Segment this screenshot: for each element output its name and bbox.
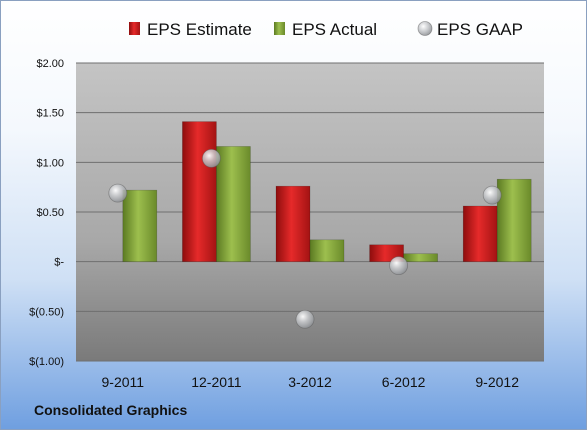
legend-label: EPS Actual: [292, 20, 377, 39]
actual-bar-9-2011: [122, 189, 158, 262]
gaap-marker-12-2011: [201, 148, 221, 168]
y-tick-label: $(1.00): [29, 356, 64, 368]
legend-estimate-swatch: [129, 22, 140, 35]
y-tick-label: $(0.50): [29, 306, 64, 318]
x-category-label: 6-2012: [382, 374, 426, 390]
actual-bar-9-2012: [496, 178, 532, 262]
gaap-marker-9-2012: [482, 185, 502, 205]
y-tick-label: $1.50: [36, 108, 64, 120]
gaap-marker-9-2011: [108, 183, 128, 203]
legend: EPS Estimate EPS Actual EPS GAAP: [129, 20, 523, 39]
estimate-bar-3-2012: [275, 185, 311, 262]
x-axis-categories: 9-2011 12-2011 3-2012 6-2012 9-2012: [102, 374, 520, 390]
legend-label: EPS GAAP: [437, 20, 523, 39]
x-category-label: 3-2012: [288, 374, 332, 390]
x-category-label: 9-2012: [475, 374, 519, 390]
x-category-label: 9-2011: [102, 374, 145, 390]
actual-bar-6-2012: [403, 253, 438, 262]
bars: [122, 121, 532, 262]
gaap-markers: [108, 148, 502, 329]
actual-bar-3-2012: [309, 239, 345, 262]
y-tick-label: $0.50: [36, 207, 64, 219]
estimate-bar-9-2012: [462, 205, 498, 262]
gaap-marker-6-2012: [389, 256, 409, 276]
x-category-label: 12-2011: [191, 374, 242, 390]
estimate-bar-12-2011: [182, 121, 217, 262]
legend-label: EPS Estimate: [147, 20, 252, 39]
actual-bar-12-2011: [216, 146, 251, 262]
y-axis-ticks: $2.00 $1.50 $1.00 $0.50 $- $(0.50) $(1.00): [29, 58, 64, 368]
y-tick-label: $1.00: [36, 157, 64, 169]
y-tick-label: $2.00: [36, 58, 64, 70]
legend-actual-swatch: [274, 22, 285, 35]
y-tick-label: $-: [54, 257, 64, 269]
legend-gaap-swatch: [417, 21, 433, 36]
gaap-marker-3-2012: [295, 309, 315, 329]
company-name: Consolidated Graphics: [34, 402, 188, 418]
